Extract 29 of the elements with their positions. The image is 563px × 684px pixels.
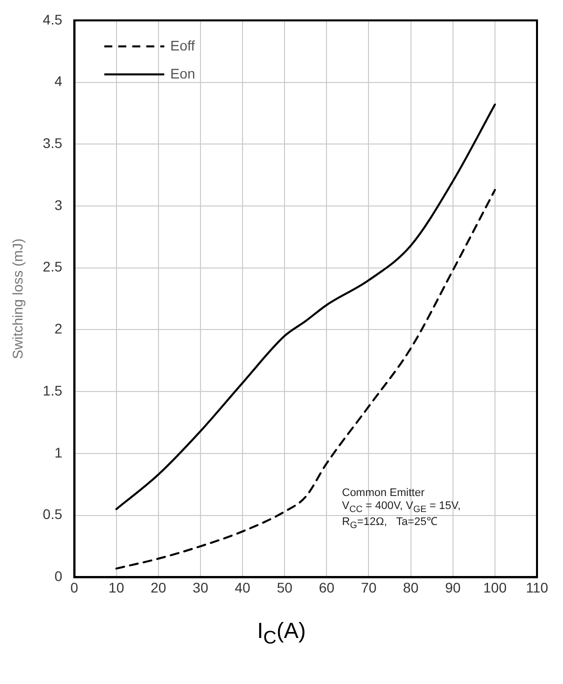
x-tick-label: 80: [403, 579, 419, 596]
y-tick-label: 1: [54, 444, 62, 460]
x-tick-label: 20: [150, 579, 166, 596]
x-tick-label: 40: [234, 579, 251, 596]
x-tick-label: 100: [483, 579, 507, 596]
y-tick-label: 2: [54, 320, 62, 337]
y-tick-label: 3.5: [42, 134, 62, 151]
x-tick-label: 10: [108, 579, 124, 596]
text: Common Emitter V$_{CC}$ = 400V, V$_{GE}$ = 15V, R$_{G}$=12Ω, Ta=25℃: [342, 487, 461, 530]
y-tick-label: 2.5: [42, 258, 62, 275]
x-tick-label: 50: [276, 579, 293, 596]
line-series: [115, 104, 496, 510]
y-tick-label: 4: [54, 73, 62, 90]
y-tick-label: 0.5: [42, 506, 62, 522]
y-tick-label: 4.5: [42, 11, 62, 28]
x-tick-label: 110: [526, 579, 548, 596]
legend-label: Eoff: [170, 37, 196, 54]
y-tick-label: 0: [54, 568, 62, 584]
y-axis-title: Switching loss (mJ): [9, 238, 26, 360]
y-tick-label: 1.5: [42, 382, 62, 398]
line-series: [115, 188, 496, 570]
y-tick-label: 3: [54, 196, 62, 213]
x-tick-label: 0: [70, 579, 78, 596]
legend-label: Eon: [170, 65, 196, 82]
x-tick-label: 60: [318, 579, 335, 596]
x-tick-label: 90: [445, 579, 461, 596]
x-axis-title: I$_{C}$(A): [256, 618, 307, 648]
x-tick-label: 70: [360, 579, 377, 596]
x-tick-label: 30: [192, 579, 208, 596]
